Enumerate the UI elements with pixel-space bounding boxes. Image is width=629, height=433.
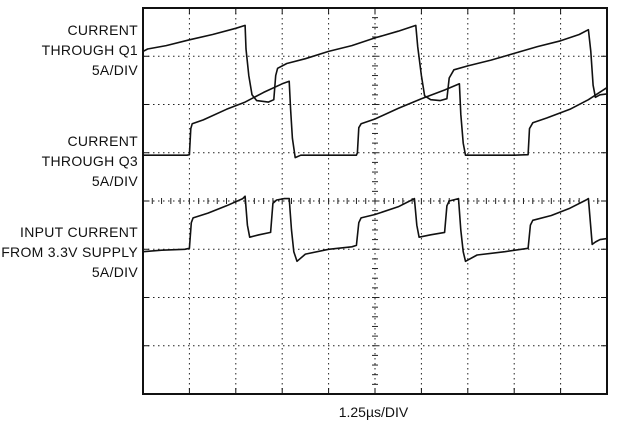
trace-q3-current [143,80,608,159]
traces [142,24,608,263]
trace-label-input: INPUT CURRENT FROM 3.3V SUPPLY 5A/DIV [1,222,138,282]
trace-label-input-line-2: FROM 3.3V SUPPLY [1,244,138,260]
x-axis-label: 1.25µs/DIV [338,404,409,420]
trace-label-q1-line-1: CURRENT [67,22,138,38]
trace-label-q3-line-3: 5A/DIV [91,173,138,189]
trace-input-current [142,195,608,263]
trace-label-input-line-1: INPUT CURRENT [20,224,138,240]
trace-label-q1-line-2: THROUGH Q1 [41,42,138,58]
trace-label-q3-line-1: CURRENT [67,133,138,149]
trace-q1-current [142,24,608,103]
trace-label-q3-line-2: THROUGH Q3 [41,153,138,169]
graticule [142,7,608,395]
trace-label-input-line-3: 5A/DIV [91,264,138,280]
trace-label-q1: CURRENT THROUGH Q1 5A/DIV [42,20,138,80]
trace-label-q3: CURRENT THROUGH Q3 5A/DIV [42,131,138,191]
trace-label-q1-line-3: 5A/DIV [91,62,138,78]
